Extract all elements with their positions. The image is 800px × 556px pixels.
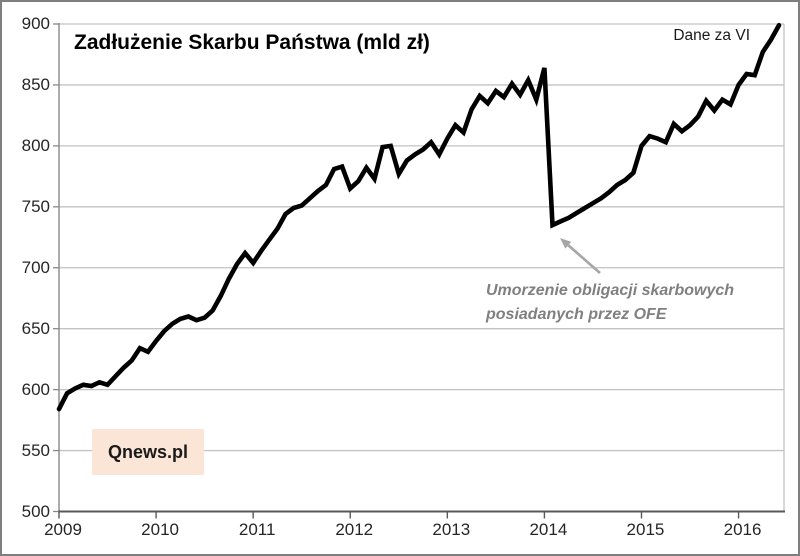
y-axis-label-700: 700 bbox=[21, 257, 50, 277]
x-axis-label-2014: 2014 bbox=[529, 520, 568, 539]
y-axis-label-500: 500 bbox=[21, 501, 50, 521]
y-axis-label-650: 650 bbox=[21, 318, 50, 338]
x-axis-label-2015: 2015 bbox=[626, 520, 665, 539]
y-axis-label-550: 550 bbox=[21, 440, 50, 460]
arrow-shaft bbox=[567, 244, 601, 274]
y-axis-label-600: 600 bbox=[21, 379, 50, 399]
y-axis-label-850: 850 bbox=[21, 74, 50, 94]
ofe-annotation-line2: posiadanych przez OFE bbox=[486, 306, 667, 323]
x-axis-label-2010: 2010 bbox=[141, 520, 179, 539]
ofe-annotation-line1: Umorzenie obligacji skarbowych bbox=[486, 282, 735, 299]
data-as-of-note: Dane za VI bbox=[673, 27, 750, 44]
gridlines bbox=[58, 23, 785, 512]
y-axis-label-800: 800 bbox=[21, 135, 50, 155]
annotation-arrow bbox=[560, 238, 601, 274]
debt-series-line bbox=[56, 22, 782, 412]
x-axis-label-2011: 2011 bbox=[238, 520, 276, 539]
x-axis-label-2013: 2013 bbox=[432, 520, 471, 539]
arrow-head bbox=[560, 238, 572, 249]
chart-title: Zadłużenie Skarbu Państwa (mld zł) bbox=[74, 31, 430, 54]
tick-marks bbox=[53, 23, 740, 519]
y-axis-label-750: 750 bbox=[21, 196, 50, 216]
ofe-annotation: Umorzenie obligacji skarbowych posiadany… bbox=[486, 279, 734, 327]
y-axis-label-900: 900 bbox=[21, 14, 50, 33]
x-axis-label-2012: 2012 bbox=[335, 520, 374, 539]
qnews-watermark: Qnews.pl bbox=[92, 429, 204, 475]
x-axis-label-2009: 2009 bbox=[44, 520, 82, 539]
x-axis-label-2016: 2016 bbox=[723, 520, 762, 539]
